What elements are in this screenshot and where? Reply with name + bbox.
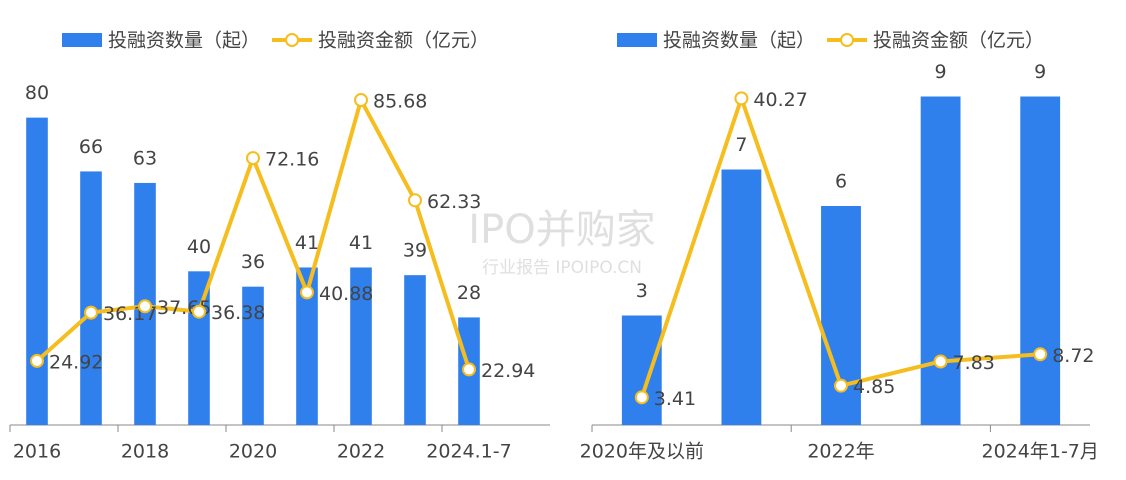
line-point bbox=[734, 91, 749, 106]
bar bbox=[80, 171, 102, 425]
bar-label: 7 bbox=[735, 134, 747, 156]
line-label: 62.33 bbox=[427, 191, 481, 213]
watermark-subtitle: 行业报告 IPOIPO.CN bbox=[482, 258, 642, 278]
legend-label: 投融资数量（起） bbox=[108, 30, 260, 52]
legend-label: 投融资金额（亿元） bbox=[873, 30, 1044, 52]
bar-label: 41 bbox=[349, 232, 373, 254]
line-label: 7.83 bbox=[953, 352, 995, 374]
line-point bbox=[354, 93, 368, 108]
line-point bbox=[84, 305, 98, 320]
bar bbox=[721, 169, 762, 425]
bar-label: 39 bbox=[403, 240, 427, 262]
bar bbox=[26, 117, 48, 425]
x-tick-label: 2016 bbox=[13, 441, 61, 463]
watermark-brand: IPO并购家 bbox=[468, 207, 655, 253]
x-tick-label: 2022 bbox=[337, 441, 385, 463]
line-point bbox=[246, 151, 260, 166]
line-point bbox=[834, 378, 848, 393]
bar bbox=[350, 267, 372, 425]
x-tick-label: 2020 bbox=[229, 441, 277, 463]
line-label: 22.94 bbox=[481, 360, 535, 382]
x-tick-label: 2024.1-7 bbox=[426, 441, 511, 463]
bar bbox=[920, 96, 961, 425]
line-point bbox=[933, 354, 948, 369]
line-point bbox=[192, 304, 206, 319]
bar bbox=[296, 267, 318, 425]
bar bbox=[1020, 96, 1061, 425]
x-tick-label: 2018 bbox=[121, 441, 169, 463]
chart: 2020年及以前 2022年 2024年1-7月 投融资数量（起） 投融资金额（亿元） 3… bbox=[580, 30, 1099, 463]
line-label: 4.85 bbox=[853, 376, 895, 398]
legend-swatch bbox=[617, 33, 657, 47]
line-label: 3.41 bbox=[654, 388, 696, 410]
x-tick-label: 2020年及以前 bbox=[580, 441, 704, 463]
line-point bbox=[300, 285, 314, 300]
bar-label: 3 bbox=[636, 280, 648, 302]
bar-label: 66 bbox=[79, 136, 103, 158]
x-tick-label: 2024年1-7月 bbox=[982, 441, 1099, 463]
bar-label: 36 bbox=[241, 251, 265, 273]
line-point bbox=[634, 390, 649, 405]
line-point bbox=[408, 193, 422, 208]
bar bbox=[242, 286, 264, 425]
line-point bbox=[462, 362, 476, 377]
bar-label: 40 bbox=[187, 236, 211, 258]
line-label: 85.68 bbox=[373, 91, 427, 113]
bar bbox=[404, 275, 426, 425]
line-label: 24.92 bbox=[49, 351, 103, 373]
bar-label: 63 bbox=[133, 147, 157, 169]
legend-label: 投融资数量（起） bbox=[663, 30, 815, 52]
bar-label: 80 bbox=[25, 82, 49, 104]
bar-label: 9 bbox=[1034, 61, 1046, 83]
chart: 2016 2018 2020 2022 2024.1-7 投融资数量（起） 投融资金额（亿元… bbox=[9, 30, 550, 463]
line-label: 36.38 bbox=[211, 302, 265, 324]
line-label: 40.88 bbox=[319, 283, 373, 305]
bar-label: 28 bbox=[457, 282, 481, 304]
line-point bbox=[138, 299, 152, 314]
bar-label: 6 bbox=[835, 171, 847, 193]
legend-swatch bbox=[62, 33, 102, 47]
x-tick-label: 2022年 bbox=[807, 441, 874, 463]
legend-marker bbox=[840, 33, 855, 47]
bar-label: 9 bbox=[935, 61, 947, 83]
bar-label: 41 bbox=[295, 232, 319, 254]
line-point bbox=[1033, 347, 1048, 362]
line-point bbox=[30, 353, 44, 368]
line-label: 8.72 bbox=[1052, 345, 1094, 367]
line-label: 72.16 bbox=[265, 149, 319, 171]
legend-label: 投融资金额（亿元） bbox=[318, 30, 489, 52]
line-label: 40.27 bbox=[753, 89, 807, 111]
bar bbox=[621, 315, 662, 425]
legend-marker bbox=[285, 33, 300, 47]
